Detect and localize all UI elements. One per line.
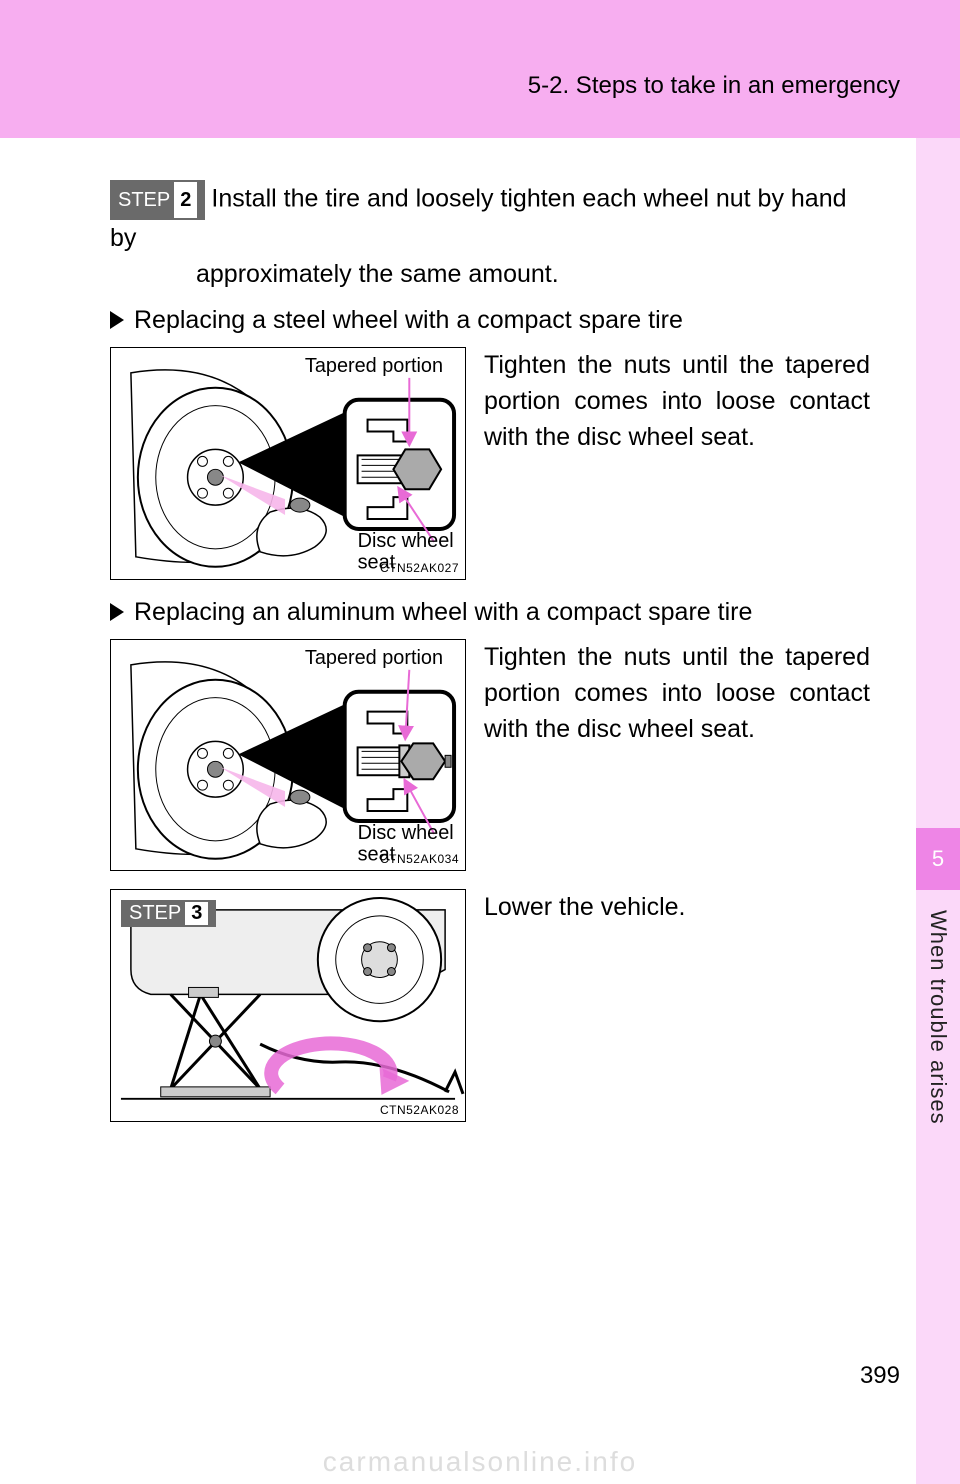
label-tapered: Tapered portion <box>305 647 443 669</box>
step3-side-text: Lower the vehicle. <box>484 889 870 1122</box>
step3-badge: STEP3 <box>121 900 216 927</box>
step-number: 3 <box>185 902 208 925</box>
block2-heading-text: Replacing an aluminum wheel with a compa… <box>134 598 752 626</box>
block1-row: Tapered portion Disc wheel seat CTN52AK0… <box>110 347 870 580</box>
block1-heading: Replacing a steel wheel with a compact s… <box>110 306 870 335</box>
label-disc1: Disc wheel <box>358 530 454 552</box>
chapter-label-text: When trouble arises <box>925 910 951 1125</box>
step-label: STEP <box>129 902 181 924</box>
step-number: 2 <box>174 182 197 218</box>
content-area: STEP2 Install the tire and loosely tight… <box>110 180 870 1140</box>
side-band <box>916 138 960 1484</box>
watermark: carmanualsonline.info <box>0 1446 960 1478</box>
steel-wheel-diagram: Tapered portion Disc wheel seat <box>111 348 465 579</box>
aluminum-wheel-diagram: Tapered portion Disc wheel seat <box>111 640 465 871</box>
figure-steel-wheel: Tapered portion Disc wheel seat CTN52AK0… <box>110 347 466 580</box>
step-label: STEP <box>118 189 170 211</box>
page-number: 399 <box>860 1362 900 1390</box>
chapter-tab: 5 <box>916 828 960 890</box>
figure-lower-vehicle: STEP3 <box>110 889 466 1122</box>
step2-line2: approximately the same amount. <box>110 256 870 292</box>
step3-row: STEP3 <box>110 889 870 1122</box>
triangle-bullet-icon <box>110 311 124 329</box>
header-band <box>0 0 960 138</box>
step2-line1: Install the tire and loosely tighten eac… <box>110 185 847 252</box>
block2-heading: Replacing an aluminum wheel with a compa… <box>110 598 870 627</box>
figure-id-2: CTN52AK034 <box>380 852 459 866</box>
triangle-bullet-icon <box>110 603 124 621</box>
chapter-label: When trouble arises <box>916 910 960 1210</box>
step2-text: STEP2 Install the tire and loosely tight… <box>110 180 870 292</box>
figure-aluminum-wheel: Tapered portion Disc wheel seat CTN52AK0… <box>110 639 466 872</box>
figure-id-1: CTN52AK027 <box>380 561 459 575</box>
block2-row: Tapered portion Disc wheel seat CTN52AK0… <box>110 639 870 872</box>
block2-side-text: Tighten the nuts until the tapered porti… <box>484 639 870 872</box>
label-tapered: Tapered portion <box>305 355 443 377</box>
figure-id-3: CTN52AK028 <box>380 1103 459 1117</box>
block1-heading-text: Replacing a steel wheel with a compact s… <box>134 306 683 334</box>
label-disc1: Disc wheel <box>358 822 454 844</box>
block1-side-text: Tighten the nuts until the tapered porti… <box>484 347 870 580</box>
step2-badge: STEP2 <box>110 180 205 220</box>
section-heading: 5-2. Steps to take in an emergency <box>528 72 900 100</box>
